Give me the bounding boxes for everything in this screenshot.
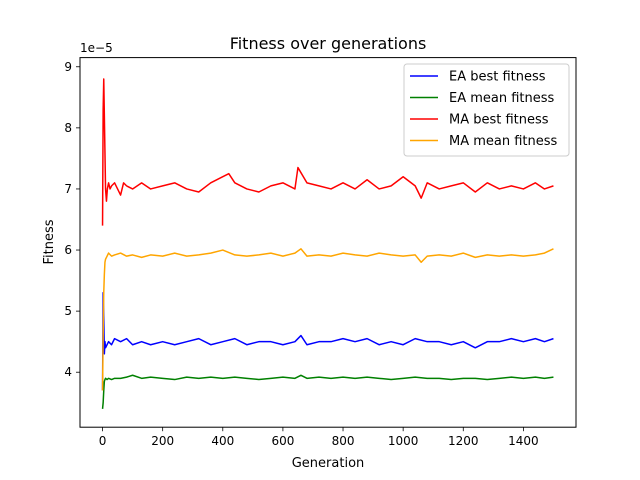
legend-label: MA mean fitness [449, 134, 558, 149]
y-tick-label: 6 [64, 243, 72, 257]
legend-label: MA best fitness [449, 113, 549, 128]
series-line-1 [101, 292, 554, 391]
x-tick-label: 1200 [448, 434, 479, 448]
legend-label: EA best fitness [449, 70, 546, 85]
y-tick-label: 5 [64, 304, 72, 318]
x-axis-label: Generation [292, 456, 365, 471]
y-tick-label: 4 [64, 365, 72, 379]
x-tick-label: 1400 [508, 434, 539, 448]
chart-title: Fitness over generations [230, 34, 427, 53]
series-line-3 [101, 78, 554, 226]
y-tick-label: 7 [64, 182, 72, 196]
y-tick-label: 9 [64, 60, 72, 74]
legend-box [403, 63, 570, 157]
series-line-2 [101, 374, 554, 409]
legend: EA best fitness EA mean fitness MA best fi… [403, 63, 570, 157]
y-tick-label: 8 [64, 121, 72, 135]
x-tick-label: 1000 [388, 434, 419, 448]
legend-label: EA mean fitness [449, 91, 555, 106]
x-tick-label: 600 [271, 434, 294, 448]
x-tick-label: 0 [99, 434, 107, 448]
plot-frame [79, 57, 577, 428]
y-axis: 4 5 6 7 8 9 [64, 60, 80, 379]
y-offset-label: 1e−5 [80, 41, 113, 55]
y-axis-label: Fitness [42, 219, 57, 264]
x-tick-label: 200 [151, 434, 174, 448]
x-tick-label: 400 [211, 434, 234, 448]
series-line-4 [101, 248, 554, 391]
x-tick-label: 800 [332, 434, 355, 448]
x-axis: 0 200 400 600 800 1000 1200 1400 [99, 427, 539, 448]
